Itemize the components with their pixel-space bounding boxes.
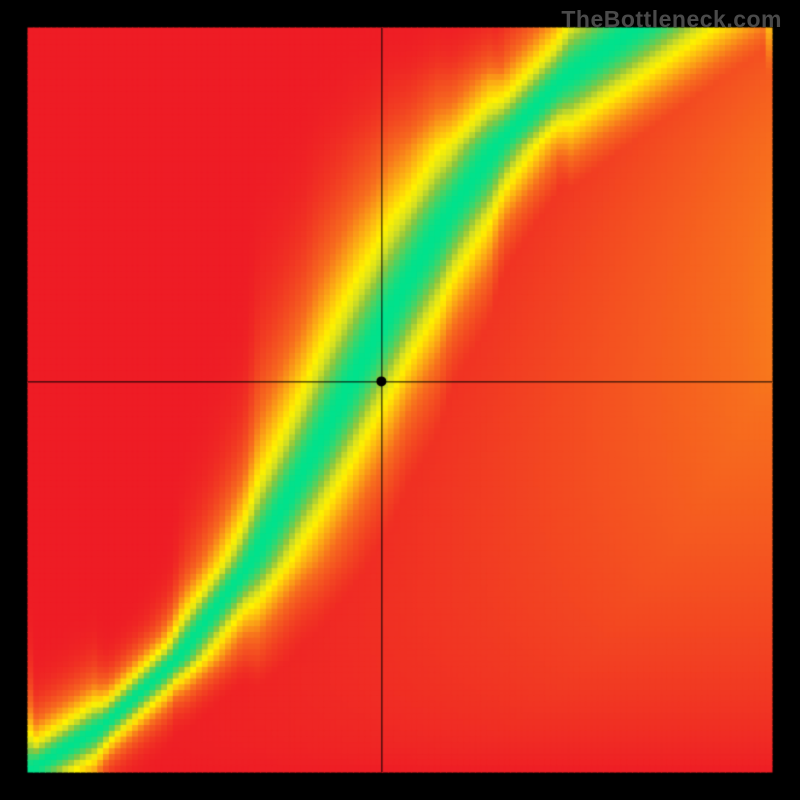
chart-container: TheBottleneck.com — [0, 0, 800, 800]
watermark-text: TheBottleneck.com — [561, 6, 782, 33]
bottleneck-heatmap — [0, 0, 800, 800]
